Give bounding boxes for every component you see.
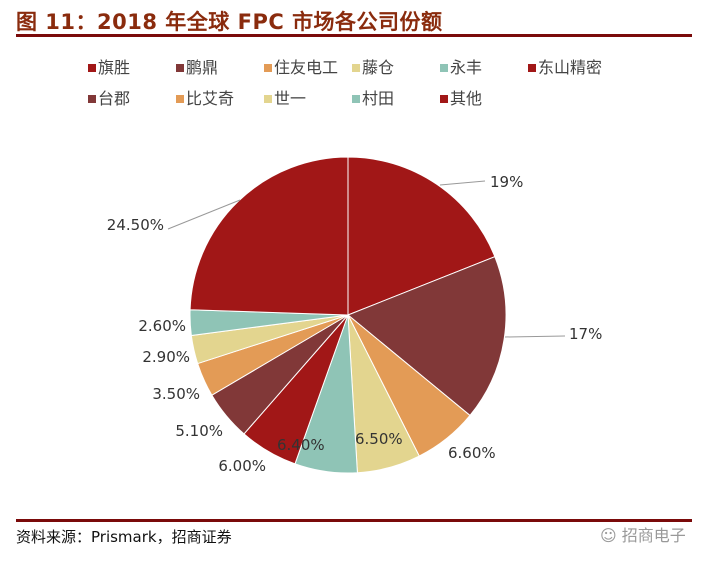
legend-swatch [88, 94, 96, 103]
pie-slice-鹏鼎 [347, 256, 507, 417]
legend-label: 鹏鼎 [186, 58, 219, 77]
legend-label: 藤仓 [362, 58, 395, 77]
leader-line [167, 199, 241, 230]
legend-label: 住友电工 [274, 58, 339, 77]
figure-title: 图 11：2018 年全球 FPC 市场各公司份额 [16, 10, 443, 34]
legend-label: 旗胜 [98, 58, 131, 77]
data-label: 6.40% [277, 436, 325, 454]
leader-line [504, 335, 566, 338]
legend-swatch [176, 94, 184, 103]
data-label: 6.00% [218, 457, 266, 475]
footer-divider [16, 519, 692, 522]
legend-swatch [176, 63, 184, 72]
title-divider [16, 34, 692, 37]
brand-watermark: ☺ 招商电子 [600, 526, 686, 545]
legend-label: 台郡 [98, 89, 131, 108]
data-label: 6.50% [355, 430, 403, 448]
legend-swatch [352, 63, 360, 72]
legend-swatch [528, 63, 536, 72]
legend-item: 东山精密 [528, 54, 602, 78]
legend-item: 永丰 [440, 54, 482, 78]
legend-item: 台郡 [88, 85, 130, 109]
legend-label: 村田 [362, 89, 395, 108]
legend-item: 藤仓 [352, 54, 394, 78]
data-label: 2.90% [142, 348, 190, 366]
legend-swatch [88, 63, 96, 72]
data-label: 2.60% [138, 317, 186, 335]
legend-swatch [440, 63, 448, 72]
data-label: 3.50% [152, 385, 200, 403]
legend-label: 永丰 [450, 58, 483, 77]
legend-item: 村田 [352, 85, 394, 109]
legend-label: 比艾奇 [186, 89, 235, 108]
legend-item: 鹏鼎 [176, 54, 218, 78]
legend-item: 旗胜 [88, 54, 130, 78]
data-label: 17% [569, 325, 602, 343]
legend-item: 比艾奇 [176, 85, 234, 109]
data-label: 6.60% [448, 444, 496, 462]
data-label: 19% [490, 173, 523, 191]
legend-swatch [264, 63, 272, 72]
wechat-icon: ☺ [600, 526, 622, 545]
legend-item: 世一 [264, 85, 306, 109]
source-note: 资料来源：Prismark，招商证券 [16, 528, 232, 546]
legend-item: 住友电工 [264, 54, 338, 78]
pie-slice-旗胜 [347, 156, 496, 316]
legend-label: 世一 [274, 89, 307, 108]
legend-swatch [440, 94, 448, 103]
pie-slice-其他 [189, 156, 349, 316]
legend-label: 其他 [450, 89, 483, 108]
data-label: 24.50% [107, 216, 164, 234]
legend-swatch [352, 94, 360, 103]
legend-item: 其他 [440, 85, 482, 109]
data-label: 5.10% [175, 422, 223, 440]
legend-swatch [264, 94, 272, 103]
leader-line [439, 180, 486, 186]
legend-label: 东山精密 [538, 58, 603, 77]
